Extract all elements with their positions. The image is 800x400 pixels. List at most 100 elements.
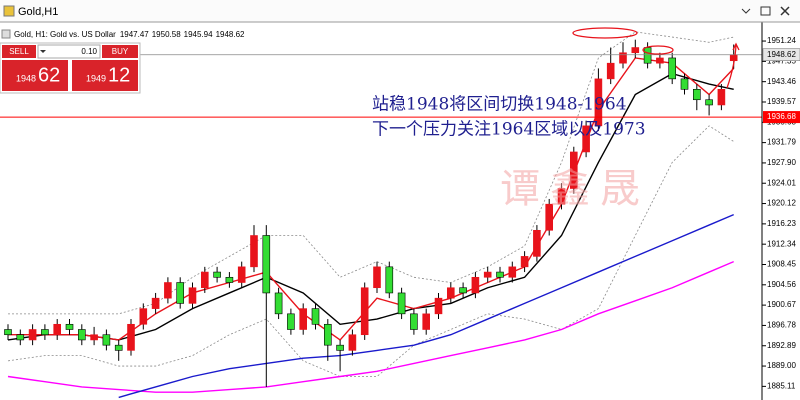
candle-body [410, 313, 418, 330]
level-label: 1936.68 [767, 112, 796, 121]
candle-body [692, 88, 701, 101]
candle-body [348, 334, 357, 351]
candle-body [446, 287, 455, 299]
buy-label[interactable]: BUY [112, 47, 129, 56]
window-close[interactable] [780, 6, 790, 16]
buy-button[interactable] [102, 45, 138, 58]
candle-body [422, 313, 431, 330]
candle-body [385, 266, 394, 294]
candle-body [496, 271, 504, 278]
lot-input[interactable] [37, 44, 101, 59]
ask-small[interactable]: 12 [108, 64, 130, 86]
window-icon [3, 5, 15, 17]
candle-body [287, 313, 295, 330]
candle-body [213, 271, 221, 278]
candle-body [520, 256, 529, 268]
y-tick-label: 1939.57 [767, 97, 796, 106]
candle-body [262, 235, 271, 294]
y-tick-label: 1924.01 [767, 178, 796, 187]
candle-body [41, 329, 49, 336]
candle-body [569, 151, 578, 189]
chart-header: Gold, H1: Gold vs. US Dollar 1947.47 1950.… [14, 30, 245, 39]
candle-body [114, 344, 123, 351]
candle-body [557, 188, 566, 205]
candle-body [336, 344, 344, 351]
indicator-line [7, 260, 734, 393]
candle-body [139, 308, 148, 325]
ask-big[interactable]: 1949 [86, 73, 106, 83]
price-tag [762, 48, 800, 61]
candle-body [250, 235, 258, 268]
highlight-ellipse [572, 27, 638, 39]
candle-body [201, 271, 209, 289]
window-title: Gold,H1 [18, 6, 58, 18]
candle-body [656, 57, 664, 64]
level-tag [763, 111, 800, 124]
candle-body [90, 334, 98, 341]
candle-body [28, 329, 37, 341]
bid-small[interactable]: 62 [38, 64, 60, 86]
candle-body [397, 292, 406, 315]
candle-body [16, 334, 25, 341]
trade-panel: SELL 0.10 BUY 1948 62 1949 12 [0, 42, 141, 94]
candle-body [631, 47, 640, 54]
plot [0, 31, 762, 399]
y-tick-label: 1951.24 [767, 36, 796, 45]
candle-body [705, 99, 713, 106]
indicator-line [118, 213, 734, 399]
header-icon [1, 29, 11, 39]
window-restore[interactable] [760, 6, 771, 16]
candle-body [164, 282, 172, 299]
axis: 1951.241947.351943.461939.571935.681931.… [762, 36, 800, 390]
y-tick-label: 1908.45 [767, 260, 796, 269]
lot-value[interactable]: 0.10 [81, 47, 97, 56]
candle-body [717, 88, 726, 106]
candle-body [594, 78, 603, 127]
candle-body [668, 57, 677, 80]
price-label: 1948.62 [767, 50, 796, 59]
candle-body [582, 125, 590, 153]
candle-body [311, 308, 320, 325]
indicator-line [7, 125, 734, 377]
sell-button[interactable] [2, 45, 36, 58]
candle-body [188, 287, 197, 304]
candle-body [53, 323, 62, 336]
candle-body [225, 276, 234, 283]
y-tick-label: 1943.46 [767, 77, 796, 86]
candle-body [274, 292, 283, 315]
y-tick-label: 1920.12 [767, 199, 796, 208]
candle-body [360, 287, 369, 336]
bid-box[interactable] [2, 60, 68, 91]
y-tick-label: 1927.90 [767, 158, 796, 167]
y-tick-label: 1900.67 [767, 300, 796, 309]
y-tick-label: 1904.56 [767, 280, 796, 289]
y-tick-label: 1912.34 [767, 239, 796, 248]
y-tick-label: 1916.23 [767, 219, 796, 228]
candle-body [78, 329, 86, 341]
ask-box[interactable] [72, 60, 138, 91]
candle-body [459, 287, 467, 294]
candle-body [65, 323, 74, 330]
candle-body [533, 229, 541, 257]
y-tick-label: 1892.89 [767, 341, 796, 350]
y-tick-label: 1896.78 [767, 321, 796, 330]
y-tick-label: 1889.00 [767, 361, 796, 370]
y-tick-label: 1931.79 [767, 138, 796, 147]
candle-body [619, 52, 627, 64]
sell-label[interactable]: SELL [9, 47, 29, 56]
candle-body [643, 47, 652, 64]
candle-body [483, 271, 492, 278]
candle-body [606, 62, 615, 80]
candle-body [680, 78, 689, 90]
candle-body [471, 276, 480, 294]
candle-body [323, 323, 332, 346]
bid-big[interactable]: 1948 [16, 73, 36, 83]
candle-body [127, 323, 135, 351]
window-menu[interactable] [741, 8, 751, 14]
lot-down[interactable] [40, 50, 46, 53]
candle-body [102, 334, 111, 346]
y-tick-label: 1885.11 [767, 381, 796, 390]
candle-body [508, 266, 517, 278]
candle-body [434, 297, 443, 315]
